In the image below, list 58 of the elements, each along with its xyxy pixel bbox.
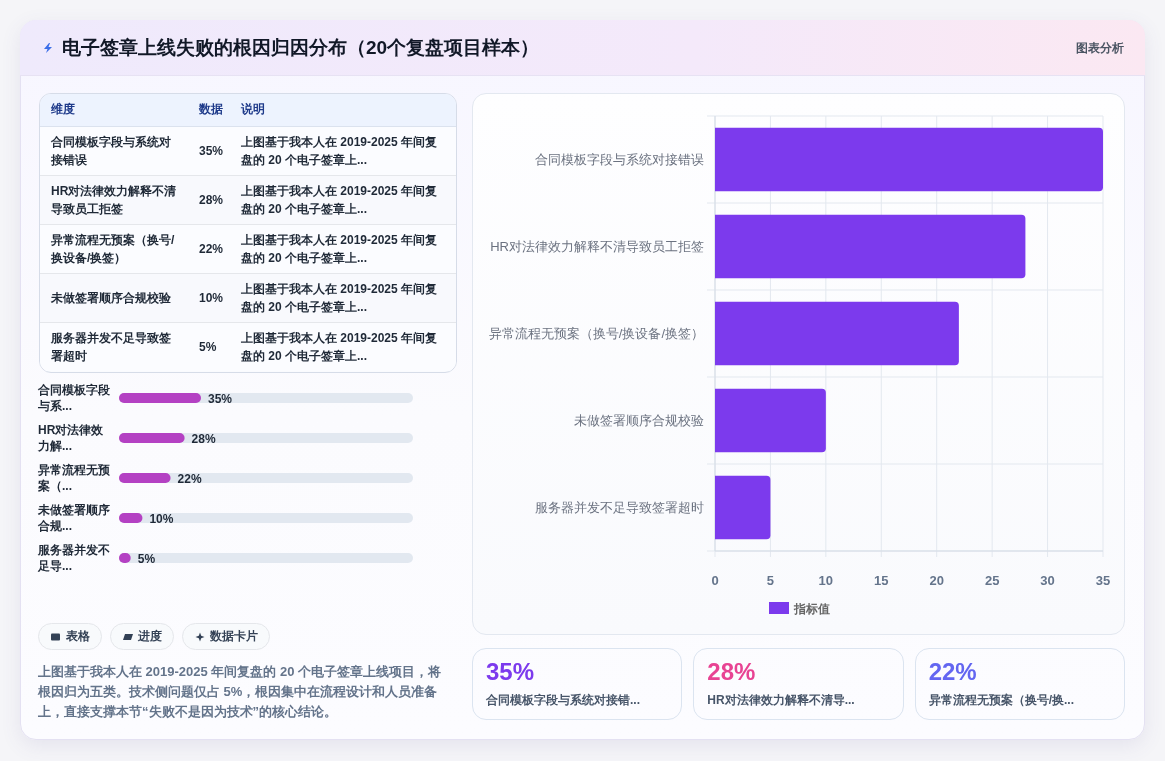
category-label: HR对法律效力解释不清导... (707, 692, 855, 708)
bar (119, 473, 171, 483)
data-label: 22% (199, 224, 241, 273)
data-label: 28% (191, 431, 216, 446)
text: 数据卡片 (210, 629, 258, 644)
x-tick-label: 30 (1040, 573, 1055, 588)
bar (715, 301, 959, 366)
x-tick-label: 10 (818, 573, 834, 588)
text: 数据 (199, 94, 241, 126)
text: 图表分析 (1076, 39, 1124, 57)
y-tick-label: 未做签署顺序合规... (38, 502, 111, 534)
text: 上图基于我本人在 2019-2025 年间复盘的 20 个电子签章上... (241, 224, 456, 273)
data-label: 5% (137, 551, 156, 566)
text: 上图基于我本人在 2019-2025 年间复盘的 20 个电子签章上... (241, 126, 456, 175)
category-label: 异常流程无预案（换号/换... (928, 692, 1074, 708)
x-tick-label: 35 (1095, 573, 1111, 588)
legend-label: 指标值 (793, 601, 830, 616)
data-label: 10% (199, 273, 241, 322)
text: 上图基于我本人在 2019-2025 年间复盘的 20 个电子签章上线项目，将根因归为五类。技术侧问题仅占 5%，根因集中在流程设计和人员准备上，直接支撑本节“失败不是因为技术”的核心结论。 (38, 663, 443, 721)
data-label: 35% (208, 391, 233, 406)
y-tick-label: 服务器并发不足导... (38, 542, 111, 574)
data-label: 22% (928, 658, 977, 685)
text: 上图基于我本人在 2019-2025 年间复盘的 20 个电子签章上... (241, 329, 439, 365)
data-label: 10% (149, 511, 174, 526)
y-tick-label: 合同模板字段与系... (38, 382, 111, 414)
text: 说明 (241, 94, 456, 126)
bar (119, 513, 143, 523)
text: 上图基于我本人在 2019-2025 年间复盘的 20 个电子签章上... (241, 175, 456, 224)
data-label: 28% (707, 658, 756, 685)
bar (715, 475, 771, 540)
x-tick-label: 0 (711, 573, 719, 588)
bar (715, 127, 1103, 192)
y-tick-label: 合同模板字段与系统对接错误 (535, 152, 704, 167)
y-tick-label: 异常流程无预案（换号/换设备/换签） (488, 326, 704, 341)
bar (715, 214, 1026, 279)
y-tick-label: HR对法律效力解释不清导致员工拒签 (490, 239, 704, 254)
data-label: 5% (199, 338, 218, 356)
y-tick-label: 未做签署顺序合规校验 (574, 413, 704, 428)
text: 表格 (66, 629, 90, 644)
bar (119, 433, 185, 443)
y-tick-label: 服务器并发不足导致签署超时 (535, 500, 704, 515)
data-label: 22% (177, 471, 202, 486)
x-tick-label: 15 (874, 573, 889, 588)
data-label: 35% (199, 126, 241, 175)
text: 进度 (138, 629, 162, 644)
y-tick-label: HR对法律效力解... (38, 422, 105, 454)
x-tick-label: 25 (984, 573, 1000, 588)
text: 电子签章上线失败的根因归因分布（20个复盘项目样本） (62, 36, 540, 60)
data-label: 28% (199, 175, 241, 224)
category-label: 合同模板字段与系统对接错... (486, 692, 641, 708)
data-label: 35% (486, 658, 535, 685)
text: 维度 (40, 94, 199, 126)
text: 上图基于我本人在 2019-2025 年间复盘的 20 个电子签章上... (241, 273, 456, 322)
bar (715, 388, 826, 453)
y-tick-label: 异常流程无预案（... (38, 462, 111, 494)
x-tick-label: 5 (766, 573, 775, 588)
bar (119, 393, 201, 403)
x-tick-label: 20 (929, 573, 944, 588)
